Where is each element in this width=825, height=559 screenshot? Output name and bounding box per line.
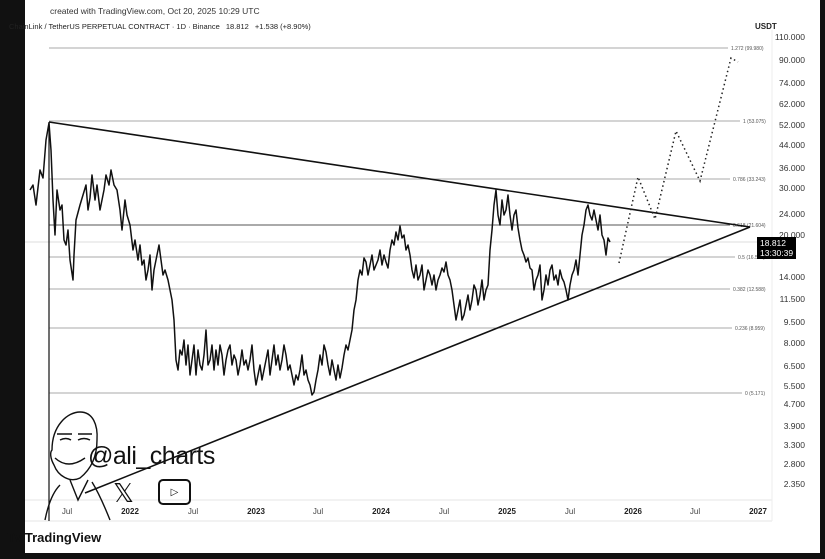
symbol-name[interactable]: ChainLink / TetherUS PERPETUAL CONTRACT …: [9, 22, 220, 31]
last-price-tag: 18.812 13:30:39: [757, 237, 797, 259]
youtube-icon: ▷: [158, 479, 191, 505]
symbol-header: ChainLink / TetherUS PERPETUAL CONTRACT …: [9, 22, 315, 31]
price-tag-value: 18.812: [760, 238, 786, 248]
price-series: [29, 122, 611, 396]
play-icon: ▷: [170, 486, 179, 498]
x-icon: 𝕏: [113, 478, 134, 508]
svg-text:0.5 (16.568): 0.5 (16.568): [738, 255, 765, 261]
svg-text:6.500: 6.500: [784, 361, 806, 371]
svg-text:30.000: 30.000: [779, 183, 805, 193]
created-with-note: created with TradingView.com, Oct 20, 20…: [50, 6, 260, 16]
svg-text:3.900: 3.900: [784, 421, 806, 431]
svg-text:11.500: 11.500: [780, 294, 806, 304]
svg-text:20.000: 20.000: [779, 230, 805, 240]
svg-text:8.000: 8.000: [784, 338, 806, 348]
svg-text:74.000: 74.000: [779, 78, 805, 88]
svg-text:52.000: 52.000: [779, 120, 805, 130]
price-axis[interactable]: 110.000 90.000 74.000 62.000 52.000 44.0…: [775, 32, 805, 489]
svg-text:36.000: 36.000: [779, 163, 805, 173]
tradingview-brand: TradingView: [24, 529, 102, 545]
svg-text:110.000: 110.000: [775, 32, 805, 42]
symmetrical-triangle[interactable]: [48, 121, 751, 521]
fib-levels: [49, 47, 742, 394]
svg-text:5.500: 5.500: [784, 381, 806, 391]
svg-text:90.000: 90.000: [779, 55, 805, 65]
svg-text:Jul: Jul: [690, 507, 700, 516]
svg-text:0.236 (8.959): 0.236 (8.959): [735, 326, 765, 332]
svg-text:0.786 (33.243): 0.786 (33.243): [733, 177, 766, 183]
avatar-illustration: [44, 411, 111, 521]
svg-text:Jul: Jul: [313, 507, 323, 516]
svg-text:2022: 2022: [121, 507, 139, 516]
svg-text:62.000: 62.000: [779, 99, 805, 109]
svg-text:44.000: 44.000: [779, 140, 805, 150]
last-price: 18.812: [225, 22, 249, 31]
svg-text:2.350: 2.350: [784, 479, 806, 489]
svg-text:2024: 2024: [372, 507, 390, 516]
projected-path: [618, 56, 739, 264]
svg-text:Jul: Jul: [565, 507, 575, 516]
time-axis[interactable]: Jul 2022 Jul 2023 Jul 2024 Jul 2025 Jul …: [62, 507, 768, 516]
svg-text:0.618 (21.604): 0.618 (21.604): [733, 223, 766, 229]
price-tag-countdown: 13:30:39: [760, 248, 794, 258]
svg-text:0.382 (12.588): 0.382 (12.588): [733, 287, 766, 293]
svg-text:4.700: 4.700: [784, 399, 806, 409]
svg-text:14.000: 14.000: [779, 272, 805, 282]
currency-label[interactable]: USDT: [755, 22, 777, 31]
svg-text:2027: 2027: [749, 507, 767, 516]
svg-text:2023: 2023: [247, 507, 265, 516]
svg-text:0 (5.171): 0 (5.171): [745, 391, 765, 397]
tradingview-mark-icon: TV: [7, 529, 23, 545]
svg-text:Jul: Jul: [62, 507, 72, 516]
svg-text:1.272 (99.980): 1.272 (99.980): [731, 46, 764, 52]
price-change: +1.538 (+8.90%): [254, 22, 311, 31]
svg-text:Jul: Jul: [188, 507, 198, 516]
svg-text:9.500: 9.500: [784, 317, 806, 327]
svg-text:3.300: 3.300: [784, 440, 806, 450]
svg-text:Jul: Jul: [439, 507, 449, 516]
svg-text:2.800: 2.800: [784, 459, 806, 469]
fib-labels: 1.272 (99.980) 1 (53.075) 0.786 (33.243)…: [731, 46, 766, 397]
tradingview-logo[interactable]: TV TradingView: [7, 529, 101, 545]
author-handle: @ali_charts: [88, 442, 215, 470]
svg-text:2025: 2025: [498, 507, 516, 516]
svg-text:24.000: 24.000: [779, 209, 805, 219]
svg-text:1 (53.075): 1 (53.075): [743, 119, 766, 125]
svg-text:2026: 2026: [624, 507, 642, 516]
